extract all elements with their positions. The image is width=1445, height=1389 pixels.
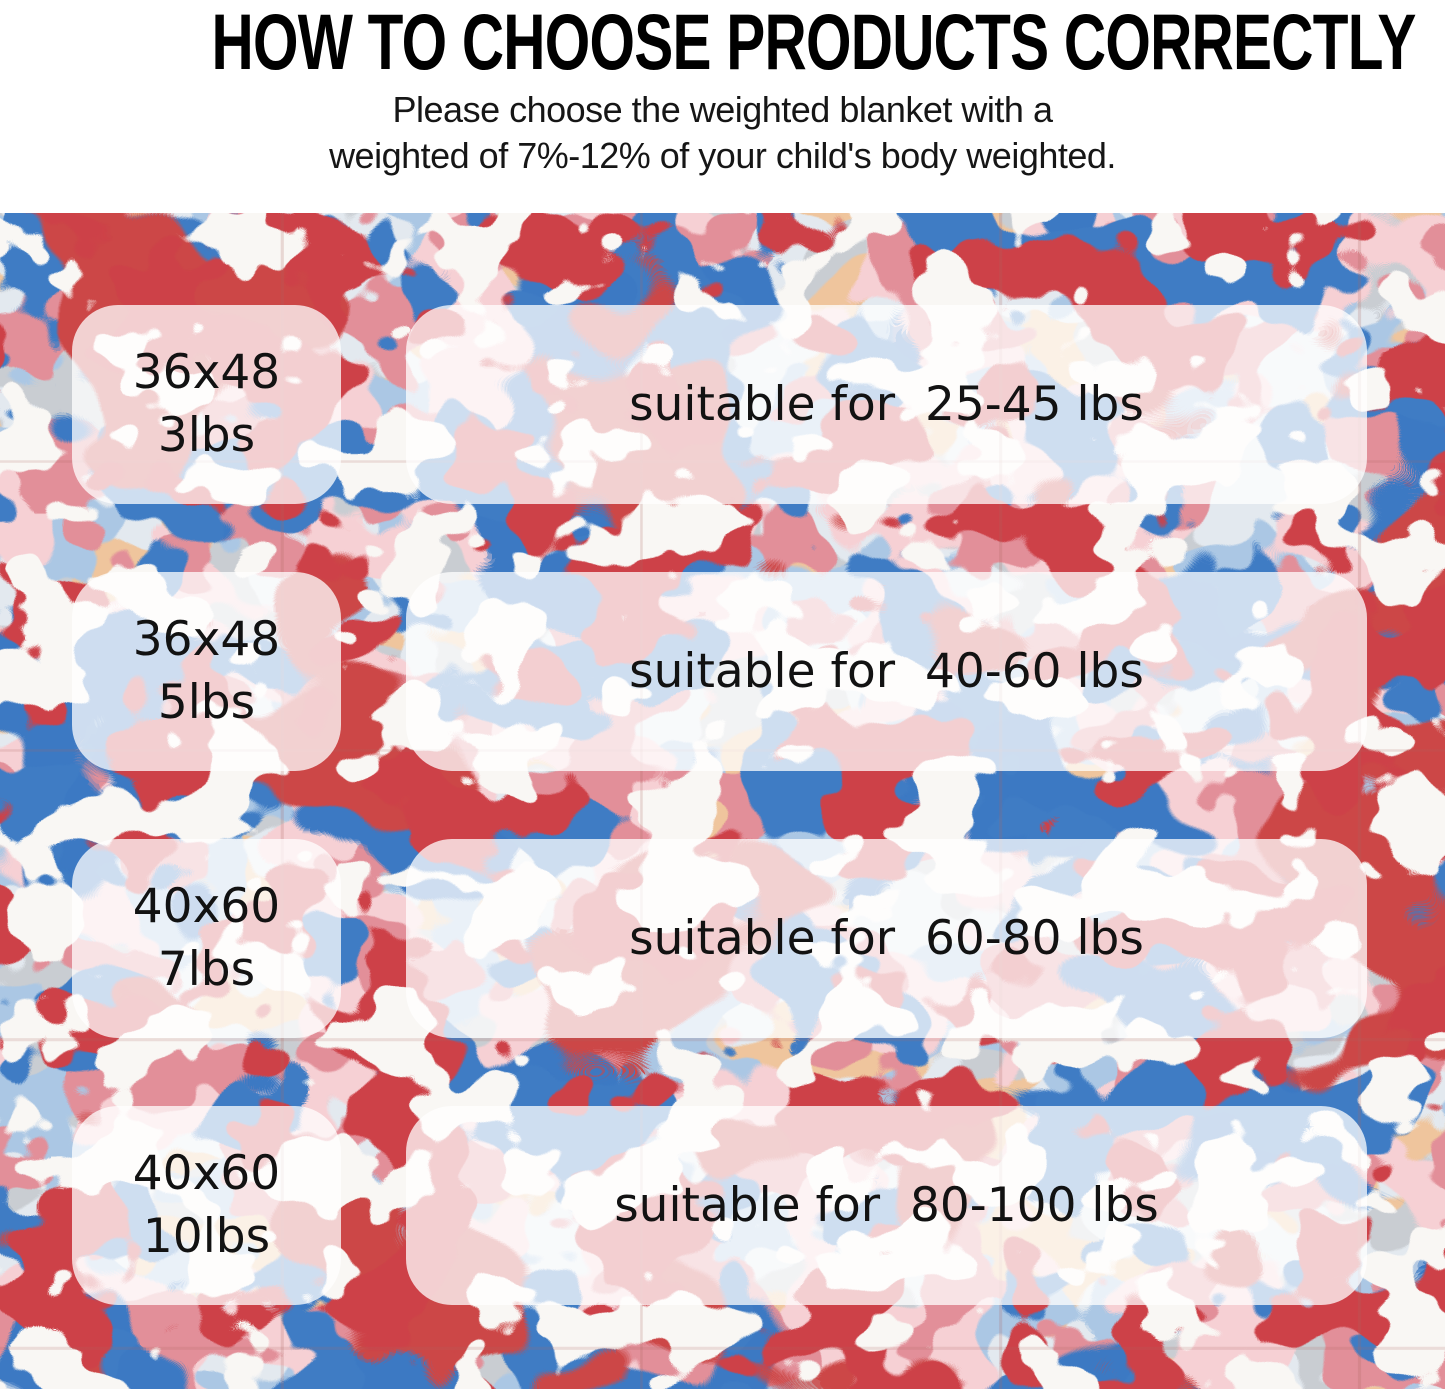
table-row: 36x48 5lbs suitable for 40-60 lbs	[72, 572, 1445, 771]
blanket-photo-section: 36x48 3lbs suitable for 25-45 lbs 36x48 …	[0, 213, 1445, 1389]
suitable-label: suitable for 80-100 lbs	[614, 1178, 1159, 1233]
table-row: 36x48 3lbs suitable for 25-45 lbs	[72, 305, 1445, 504]
size-weight-card: 40x60 10lbs	[72, 1106, 341, 1305]
weight-label: 7lbs	[157, 941, 256, 997]
subtitle: Please choose the weighted blanket with …	[0, 87, 1445, 181]
size-label: 36x48	[132, 612, 281, 667]
suitable-label: suitable for 40-60 lbs	[629, 644, 1144, 699]
table-row: 40x60 7lbs suitable for 60-80 lbs	[72, 839, 1445, 1038]
weight-label: 10lbs	[142, 1208, 271, 1264]
suitable-card: suitable for 60-80 lbs	[406, 839, 1367, 1038]
table-row: 40x60 10lbs suitable for 80-100 lbs	[72, 1106, 1445, 1305]
size-label: 36x48	[132, 345, 281, 400]
suitable-card: suitable for 25-45 lbs	[406, 305, 1367, 504]
weight-label: 3lbs	[157, 407, 256, 463]
size-weight-card: 36x48 5lbs	[72, 572, 341, 771]
page-title: HOW TO CHOOSE PRODUCTS CORRECTLY	[211, 0, 1417, 86]
size-guide-table: 36x48 3lbs suitable for 25-45 lbs 36x48 …	[0, 213, 1445, 1389]
subtitle-line-1: Please choose the weighted blanket with …	[392, 88, 1053, 130]
size-label: 40x60	[132, 1146, 281, 1201]
header: HOW TO CHOOSE PRODUCTS CORRECTLY Please …	[0, 0, 1445, 213]
size-weight-card: 36x48 3lbs	[72, 305, 341, 504]
weight-label: 5lbs	[157, 674, 256, 730]
size-weight-card: 40x60 7lbs	[72, 839, 341, 1038]
size-label: 40x60	[132, 879, 281, 934]
suitable-card: suitable for 40-60 lbs	[406, 572, 1367, 771]
suitable-card: suitable for 80-100 lbs	[406, 1106, 1367, 1305]
subtitle-line-2: weighted of 7%-12% of your child's body …	[329, 135, 1116, 177]
suitable-label: suitable for 25-45 lbs	[629, 377, 1144, 432]
suitable-label: suitable for 60-80 lbs	[629, 911, 1144, 966]
